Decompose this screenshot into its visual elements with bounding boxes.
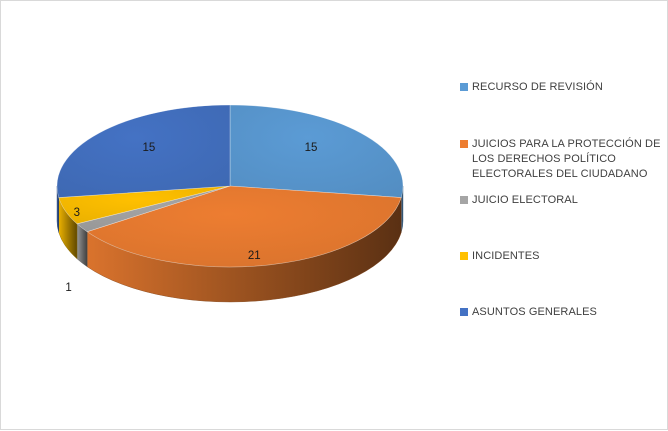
- legend-swatch: [460, 196, 468, 204]
- legend-label: ASUNTOS GENERALES: [472, 306, 597, 318]
- data-label-juicios-para-la-proteccion-de-los-derechos-politico-electorales-del-ciudadano: 21: [248, 250, 261, 262]
- legend-label: JUICIO ELECTORAL: [472, 194, 578, 206]
- pie-side-walls: [56, 185, 404, 303]
- legend-label: INCIDENTES: [472, 250, 540, 262]
- legend-swatch: [460, 252, 468, 260]
- legend: RECURSO DE REVISIÓN JUICIOS PARA LA PROT…: [460, 1, 665, 431]
- pie-slice-asuntos-generales: [56, 104, 231, 198]
- legend-swatch: [460, 308, 468, 316]
- data-label-asuntos-generales: 15: [143, 142, 156, 154]
- legend-label: JUICIOS PARA LA PROTECCIÓN DE LOS DERECH…: [472, 138, 661, 180]
- data-label-juicio-electoral: 1: [65, 282, 71, 294]
- pie-slice-juicios-para-la-proteccion-de-los-derechos-politico-electorales-del-ciudadano: [86, 185, 402, 268]
- pie-top-faces: [56, 104, 404, 268]
- data-labels: 15 21 1 3 15: [65, 142, 317, 294]
- data-label-recurso-de-revision: 15: [305, 142, 318, 154]
- legend-label: RECURSO DE REVISIÓN: [472, 81, 603, 93]
- legend-swatch: [460, 83, 468, 91]
- pie-slice-recurso-de-revision: [229, 104, 404, 198]
- data-label-incidentes: 3: [74, 207, 80, 219]
- legend-swatch: [460, 140, 468, 148]
